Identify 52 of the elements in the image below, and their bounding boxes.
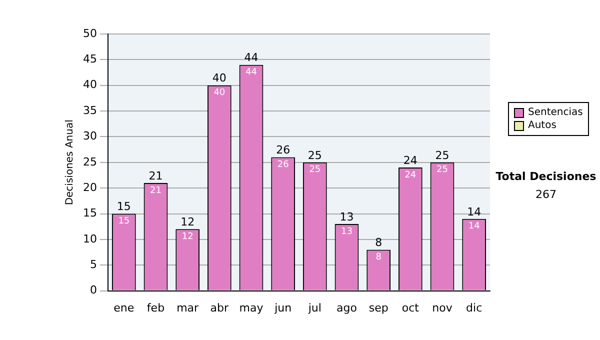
data-label: 14 (468, 222, 480, 232)
data-label: 13 (341, 226, 352, 237)
x-tick-label: feb (146, 301, 165, 314)
x-tick-label: ago (336, 301, 358, 314)
data-label: 15 (118, 216, 130, 227)
data-label: 8 (376, 252, 382, 263)
data-label: 25 (309, 165, 321, 176)
total-label: 14 (467, 205, 482, 218)
total-label: 15 (116, 200, 131, 214)
data-label: 44 (246, 68, 258, 78)
x-tick-label: dic (466, 301, 482, 314)
x-tick-label: sep (368, 301, 388, 314)
data-label: 12 (182, 232, 194, 242)
total-label: 21 (148, 169, 163, 182)
y-tick-label: 0 (90, 284, 97, 297)
total-label: 24 (403, 154, 418, 167)
x-tick-label: ene (114, 301, 134, 314)
data-label: 24 (404, 170, 416, 180)
legend-label: Autos (528, 119, 556, 132)
total-label: 26 (276, 144, 290, 157)
y-tick-label: 45 (82, 52, 97, 66)
total-label: 13 (340, 210, 354, 224)
total-label: 8 (375, 236, 382, 250)
text: Total Decisiones (494, 170, 598, 183)
x-tick-label: abr (210, 301, 230, 314)
y-tick-label: 50 (82, 26, 97, 40)
data-label: 40 (214, 88, 226, 98)
data-label: 26 (277, 160, 290, 170)
y-tick-label: 40 (82, 78, 97, 92)
text: 267 (534, 188, 558, 201)
x-tick-label: mar (176, 301, 200, 314)
x-tick-label: may (239, 301, 264, 314)
x-tick-label: jun (274, 301, 292, 314)
x-tick-label: nov (432, 301, 453, 314)
x-tick-label: oct (402, 301, 420, 314)
y-tick-label: 25 (82, 155, 97, 168)
legend-label: Sentencias (528, 106, 583, 119)
total-label: 40 (212, 72, 226, 85)
total-label: 25 (308, 148, 322, 162)
total-label: 12 (180, 216, 195, 229)
x-tick-label: jul (307, 301, 322, 314)
data-label: 21 (150, 186, 162, 196)
y-tick-label: 20 (82, 180, 97, 194)
data-label: 25 (436, 165, 448, 176)
y-tick-label: 15 (82, 206, 97, 220)
y-tick-label: 10 (82, 232, 97, 246)
total-label: 44 (244, 51, 258, 64)
total-label: 25 (435, 148, 450, 162)
y-tick-label: 5 (90, 258, 97, 271)
y-tick-label: 35 (82, 104, 97, 117)
y-tick-label: 30 (82, 130, 97, 143)
y-axis-title: Decisiones Anual (64, 120, 76, 206)
